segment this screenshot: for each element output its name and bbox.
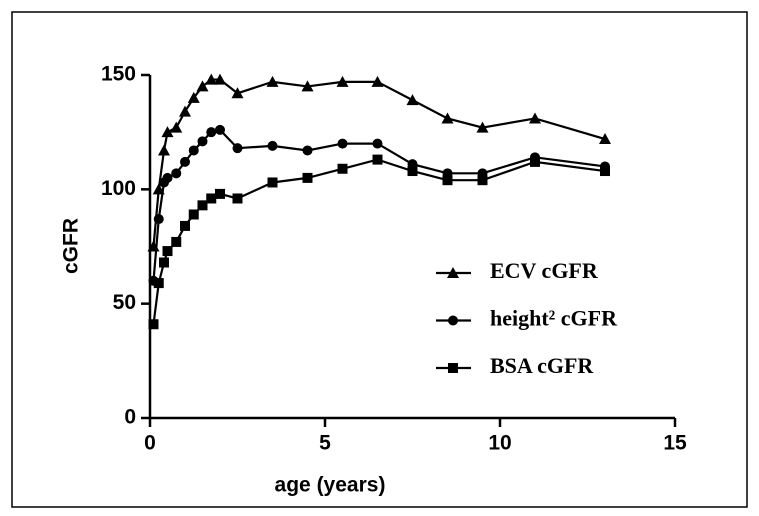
- marker: [162, 246, 173, 257]
- marker: [337, 163, 348, 174]
- y-tick-label: 100: [101, 177, 136, 200]
- marker: [232, 143, 243, 154]
- marker: [267, 177, 278, 188]
- marker: [448, 315, 458, 326]
- marker: [529, 112, 541, 124]
- marker: [153, 214, 164, 225]
- marker: [302, 172, 313, 183]
- marker: [153, 278, 164, 289]
- marker: [231, 87, 244, 99]
- x-tick-label: 10: [488, 432, 511, 455]
- marker: [179, 105, 191, 117]
- marker: [170, 121, 183, 133]
- marker: [448, 363, 458, 373]
- marker: [214, 73, 226, 85]
- marker: [158, 144, 170, 156]
- marker: [197, 200, 208, 211]
- legend-label: height² cGFR: [490, 306, 618, 331]
- marker: [148, 319, 159, 330]
- marker: [206, 127, 217, 138]
- frame: [11, 11, 748, 508]
- marker: [215, 124, 225, 135]
- marker: [336, 75, 349, 87]
- marker: [447, 267, 459, 278]
- marker: [267, 140, 278, 151]
- marker: [171, 236, 182, 247]
- marker: [372, 154, 383, 165]
- marker: [441, 112, 454, 124]
- marker: [162, 172, 173, 183]
- marker: [477, 175, 488, 186]
- marker: [171, 168, 182, 179]
- x-tick-label: 5: [319, 432, 331, 455]
- y-tick-label: 50: [113, 291, 136, 314]
- y-axis-label: cGFR: [60, 218, 83, 274]
- marker: [371, 75, 384, 87]
- x-tick-label: 15: [663, 432, 687, 455]
- y-tick-label: 0: [124, 406, 136, 429]
- marker: [180, 220, 190, 231]
- marker: [337, 138, 348, 149]
- marker: [205, 73, 218, 85]
- marker: [530, 156, 540, 167]
- marker: [266, 75, 279, 87]
- marker: [196, 80, 209, 92]
- series-line: [152, 158, 606, 325]
- y-tick-label: 150: [101, 63, 136, 86]
- marker: [188, 209, 199, 220]
- legend-label: ECV cGFR: [490, 258, 599, 283]
- marker: [197, 136, 208, 147]
- legend-label: BSA cGFR: [490, 353, 594, 378]
- marker: [600, 166, 610, 177]
- marker: [187, 91, 200, 103]
- marker: [476, 121, 489, 133]
- marker: [442, 175, 453, 186]
- marker: [301, 80, 314, 92]
- marker: [161, 126, 174, 138]
- marker: [372, 138, 383, 149]
- x-axis-label: age (years): [275, 474, 386, 497]
- x-tick-label: 0: [144, 432, 156, 455]
- marker: [232, 193, 243, 204]
- marker: [215, 188, 225, 199]
- marker: [406, 94, 419, 106]
- marker: [599, 133, 611, 145]
- marker: [206, 193, 217, 204]
- marker: [159, 257, 169, 268]
- marker: [407, 166, 418, 177]
- marker: [188, 145, 199, 156]
- marker: [180, 156, 190, 167]
- marker: [302, 145, 313, 156]
